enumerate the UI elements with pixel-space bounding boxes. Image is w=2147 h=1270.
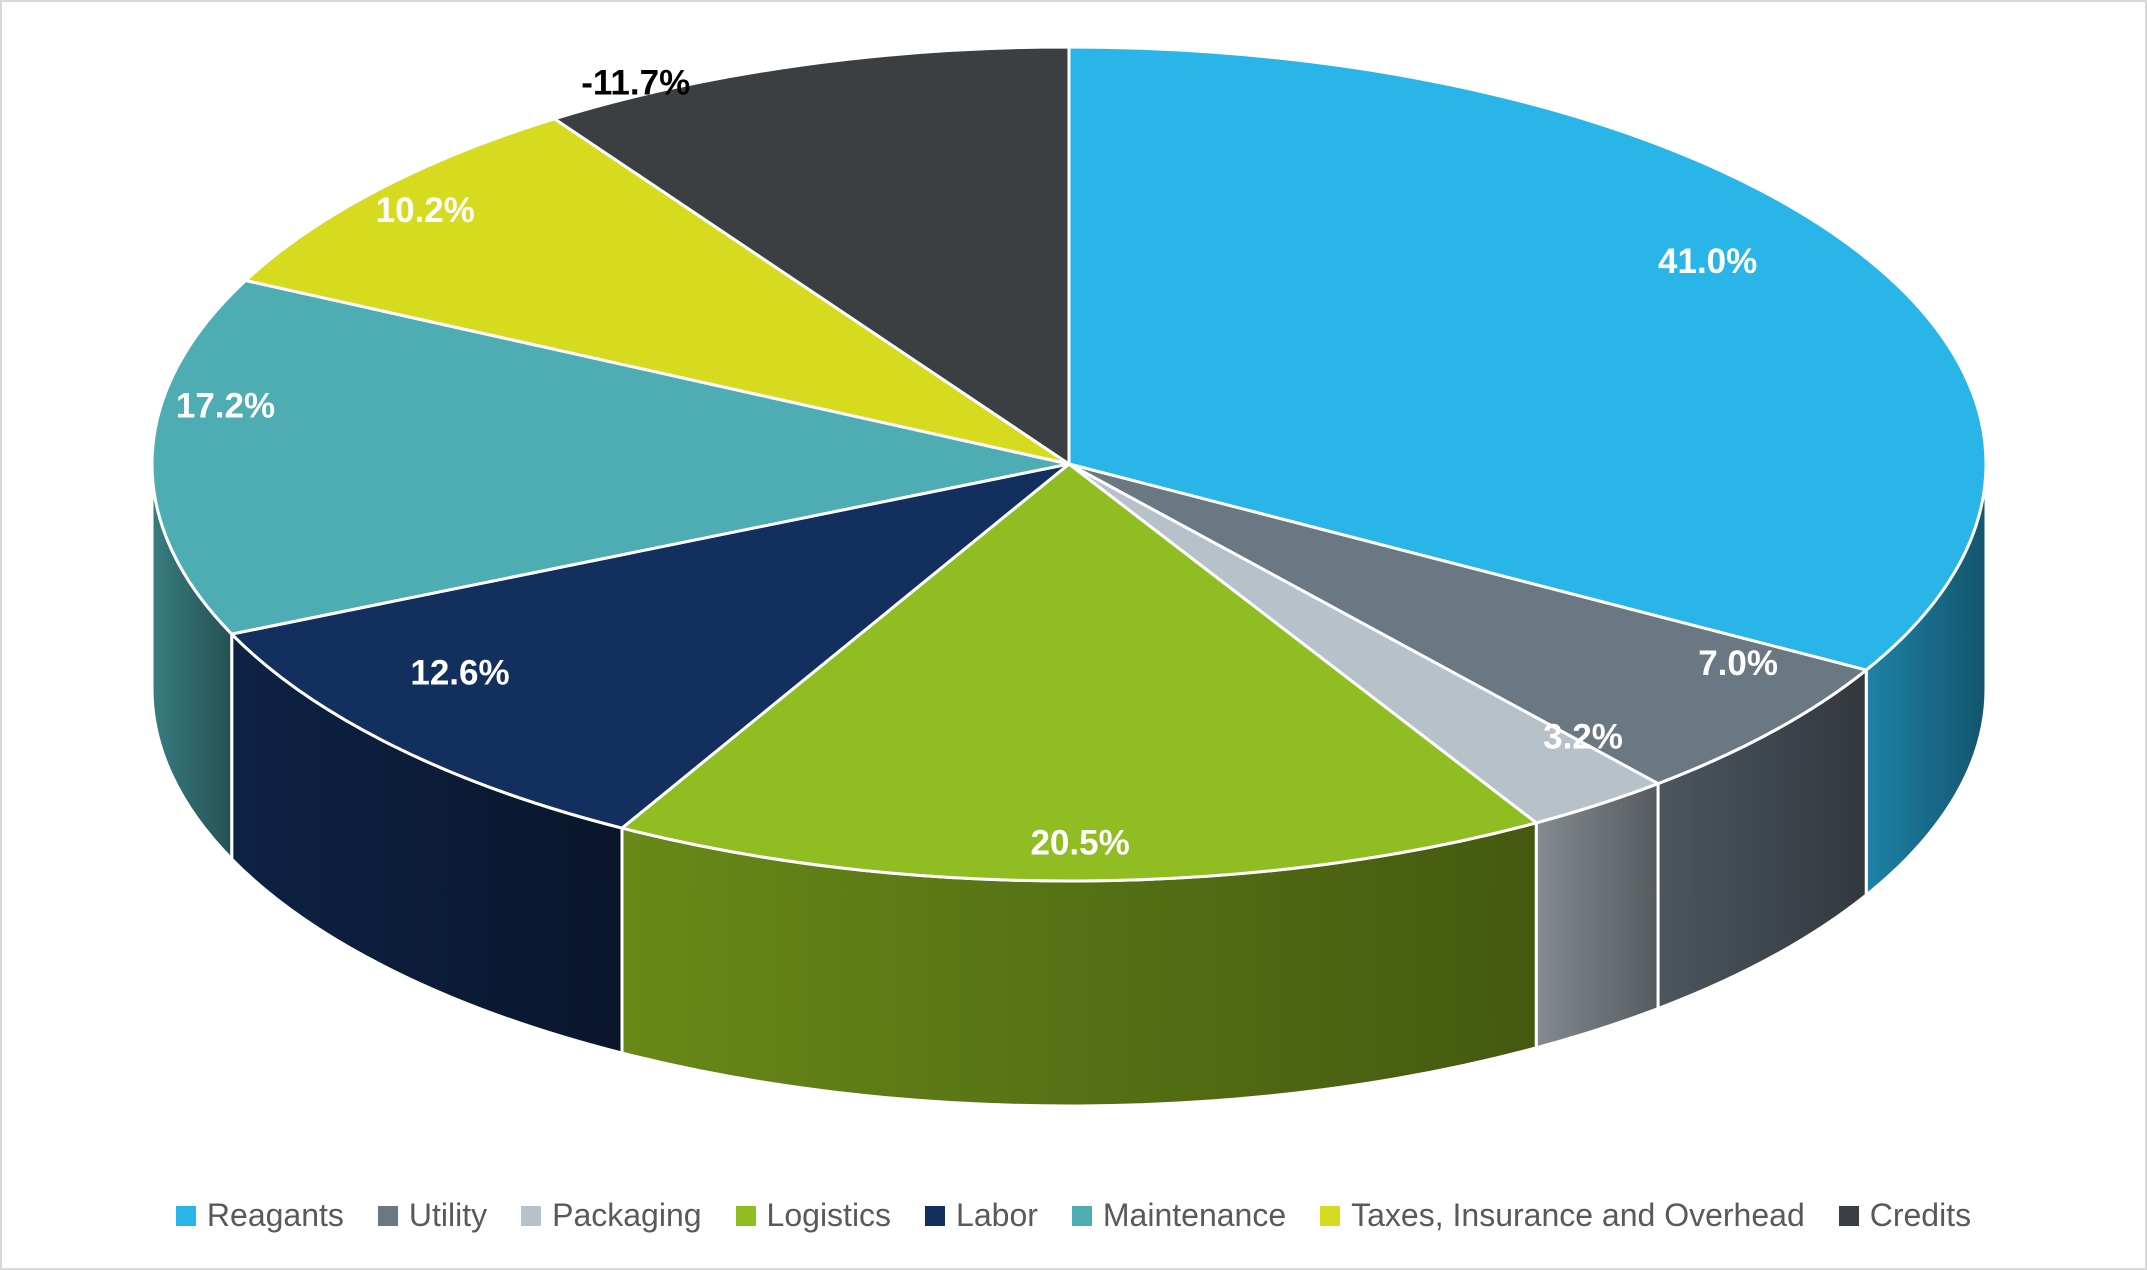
legend-item: Credits [1838, 1197, 1972, 1234]
legend-swatch [1071, 1205, 1092, 1226]
legend-item: Taxes, Insurance and Overhead [1320, 1197, 1805, 1234]
legend-item: Packaging [521, 1197, 702, 1234]
pie-chart-svg: 41.0% 7.0% 3.2% 20.5% 12.6% 17.2% 10.2% -11.7% [150, 45, 1988, 1108]
legend-item: Labor [925, 1197, 1038, 1234]
slice-label: 20.5% [1030, 823, 1129, 862]
legend-item: Maintenance [1071, 1197, 1287, 1234]
slice-label: -11.7% [581, 64, 690, 103]
pie-slice-top [552, 45, 1071, 466]
legend-label: Credits [1869, 1197, 1972, 1233]
legend-swatch [925, 1205, 946, 1226]
pie-slice-top [620, 462, 1538, 883]
legend-swatch [377, 1205, 398, 1226]
legend-label: Taxes, Insurance and Overhead [1351, 1197, 1805, 1233]
legend-item: Utility [377, 1197, 488, 1234]
slice-label: 7.0% [1698, 644, 1778, 683]
slice-label: 3.2% [1543, 717, 1623, 756]
legend-label: Packaging [552, 1197, 702, 1233]
legend-swatch [735, 1205, 756, 1226]
slice-label: 10.2% [376, 191, 475, 230]
legend-swatch [175, 1205, 196, 1226]
legend-label: Reagants [206, 1197, 344, 1233]
pie-slice-top [1067, 45, 1988, 672]
pie-slice-top [230, 462, 1071, 830]
pie-slice-top [244, 117, 1071, 466]
legend-item: Reagants [175, 1197, 344, 1234]
legend-label: Maintenance [1102, 1197, 1287, 1233]
legend-label: Labor [956, 1197, 1038, 1233]
slice-label: 17.2% [176, 386, 275, 425]
slice-label: 12.6% [410, 654, 509, 693]
pie-slice-top [1067, 462, 1868, 786]
legend-label: Logistics [766, 1197, 892, 1233]
legend-item: Logistics [735, 1197, 892, 1234]
legend-swatch [1320, 1205, 1341, 1226]
pie-slice-top [150, 278, 1071, 636]
legend: Reagants Utility Packaging Logistics Labor Ma… [2, 1197, 2145, 1234]
pie-slice-side [1534, 782, 1660, 1050]
legend-swatch [521, 1205, 542, 1226]
legend-swatch [1838, 1205, 1859, 1226]
slice-label: 41.0% [1658, 242, 1757, 281]
legend-label: Utility [408, 1197, 488, 1233]
